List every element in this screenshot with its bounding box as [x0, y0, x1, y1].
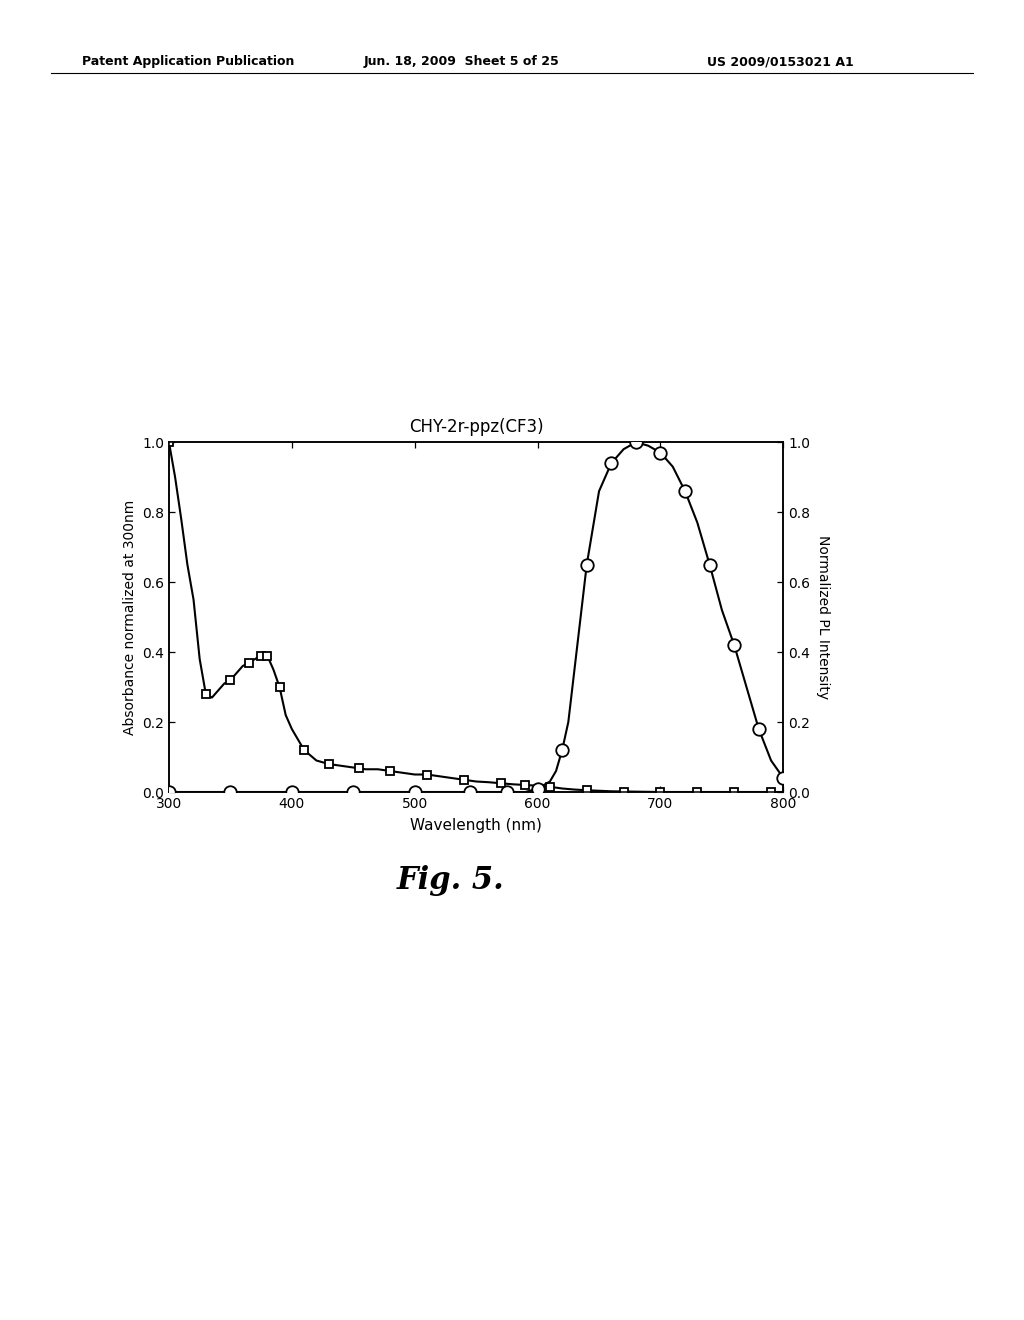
Title: CHY-2r-ppz(CF3): CHY-2r-ppz(CF3) — [409, 418, 544, 437]
Text: Patent Application Publication: Patent Application Publication — [82, 55, 294, 69]
Y-axis label: Absorbance normalized at 300nm: Absorbance normalized at 300nm — [123, 499, 136, 735]
Text: Jun. 18, 2009  Sheet 5 of 25: Jun. 18, 2009 Sheet 5 of 25 — [364, 55, 559, 69]
Y-axis label: Normalized PL Intensity: Normalized PL Intensity — [816, 535, 829, 700]
X-axis label: Wavelength (nm): Wavelength (nm) — [411, 818, 542, 833]
Text: US 2009/0153021 A1: US 2009/0153021 A1 — [707, 55, 853, 69]
Text: Fig. 5.: Fig. 5. — [396, 865, 505, 896]
